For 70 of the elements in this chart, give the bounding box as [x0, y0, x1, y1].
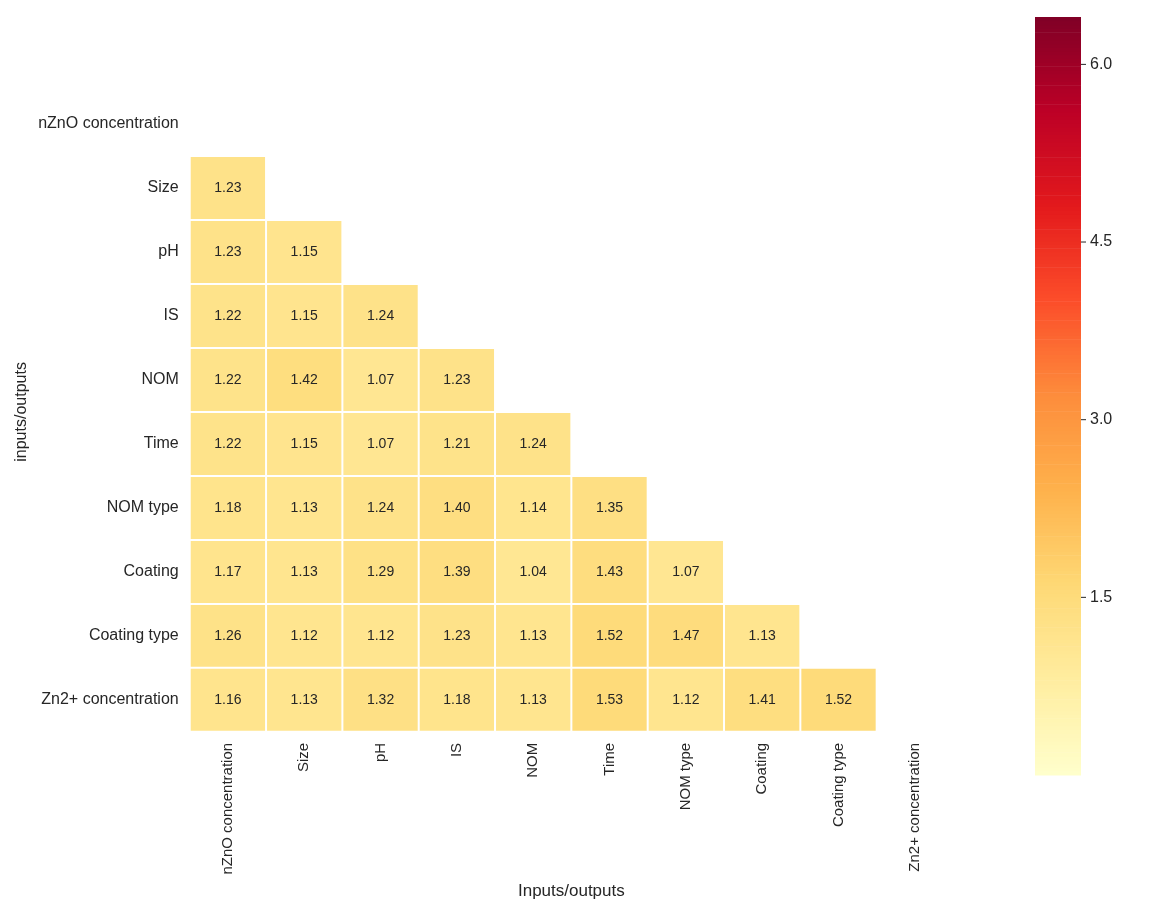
x-tick-label: Coating [752, 742, 770, 795]
color-bar-label: 3.0 [1090, 410, 1113, 428]
data-label: 1.35 [595, 498, 624, 515]
y-tick-label: NOM type [106, 498, 179, 516]
data-label: 1.07 [672, 562, 700, 579]
data-label: 1.15 [290, 242, 319, 259]
y-tick-label: Time [143, 434, 179, 452]
x-tick-label: IS [447, 742, 465, 758]
y-tick-label: Zn2+ concentration [41, 690, 179, 708]
data-label: 1.32 [366, 690, 395, 707]
y-tick-label: NOM [141, 370, 179, 388]
data-label: 1.23 [443, 626, 471, 643]
data-label: 1.12 [672, 690, 700, 707]
data-label: 1.17 [214, 562, 242, 579]
x-tick-label: Size [294, 742, 312, 773]
data-label: 1.22 [214, 306, 242, 323]
x-tick-label: NOM [523, 742, 541, 778]
data-label: 1.18 [214, 498, 242, 515]
data-label: 1.47 [672, 626, 700, 643]
y-tick-label: Coating type [88, 626, 179, 644]
x-tick-label: NOM type [675, 742, 693, 811]
data-label: 1.29 [366, 562, 395, 579]
y-tick-label: nZnO concentration [38, 114, 179, 132]
data-label: 1.41 [748, 690, 777, 707]
color-bar-label: 1.5 [1090, 587, 1113, 605]
data-label: 1.15 [290, 434, 319, 451]
x-axis-title: Inputs/outputs [517, 881, 625, 901]
data-label: 1.24 [366, 306, 395, 323]
data-label: 1.21 [443, 434, 471, 451]
data-label: 1.13 [290, 562, 319, 579]
data-label: 1.22 [214, 370, 242, 387]
color-bar-label: 6.0 [1090, 54, 1113, 72]
y-tick-label: Size [147, 178, 179, 196]
data-label: 1.13 [290, 498, 319, 515]
data-label: 1.52 [595, 626, 624, 643]
data-label: 1.16 [214, 690, 242, 707]
data-label: 1.12 [290, 626, 319, 643]
data-label: 1.43 [595, 562, 624, 579]
data-label: 1.13 [519, 690, 548, 707]
data-label: 1.53 [595, 690, 624, 707]
data-label: 1.13 [290, 690, 319, 707]
y-axis-title: inputs/outputs [12, 362, 30, 462]
data-label: 1.12 [366, 626, 395, 643]
data-label: 1.23 [443, 370, 471, 387]
data-label: 1.39 [443, 562, 471, 579]
x-tick-label: Time [599, 742, 617, 776]
data-label: 1.04 [519, 562, 548, 579]
data-label: 1.07 [366, 370, 395, 387]
data-label: 1.15 [290, 306, 319, 323]
x-tick-label: pH [370, 742, 388, 763]
data-label: 1.24 [519, 434, 548, 451]
data-label: 1.07 [366, 434, 395, 451]
data-label: 1.40 [443, 498, 471, 515]
data-label: 1.26 [214, 626, 242, 643]
data-label: 1.18 [443, 690, 471, 707]
color-bar-label: 4.5 [1090, 232, 1113, 250]
x-tick-label: Coating type [828, 742, 846, 828]
data-label: 1.22 [214, 434, 242, 451]
data-label: 1.23 [214, 178, 242, 195]
data-label: 1.14 [519, 498, 548, 515]
x-tick-label: Zn2+ concentration [904, 742, 922, 872]
data-label: 1.13 [519, 626, 548, 643]
data-label: 1.52 [824, 690, 853, 707]
data-label: 1.13 [748, 626, 777, 643]
data-label: 1.42 [290, 370, 319, 387]
y-tick-label: IS [163, 306, 179, 324]
y-tick-label: Coating [123, 562, 179, 580]
data-label: 1.24 [366, 498, 395, 515]
data-label: 1.23 [214, 242, 242, 259]
y-tick-label: pH [158, 242, 179, 260]
